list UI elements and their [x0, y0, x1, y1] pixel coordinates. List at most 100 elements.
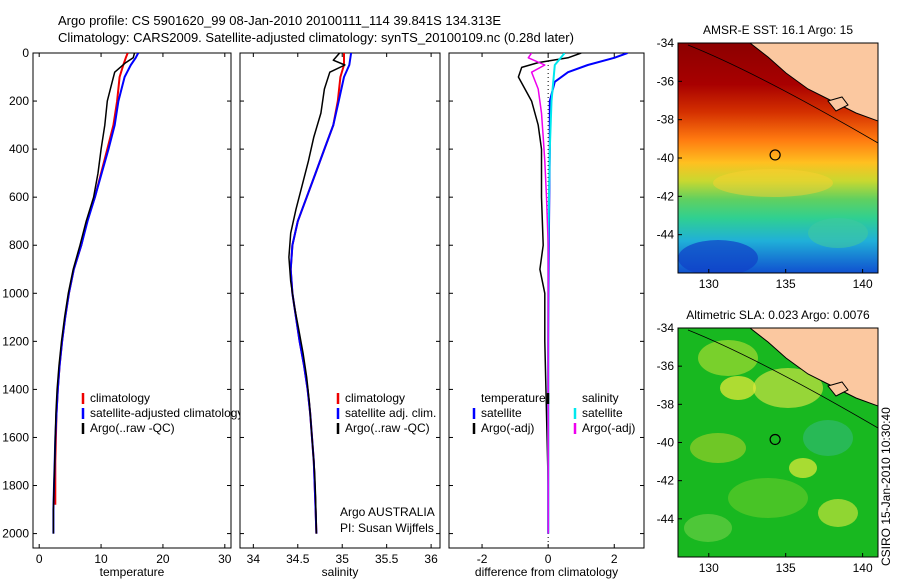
y-tick-label: -38: [657, 397, 675, 411]
x-tick-label: 35.5: [375, 552, 399, 566]
map-title: AMSR-E SST: 16.1 Argo: 15: [703, 23, 853, 37]
figure-title-line2: Climatology: CARS2009. Satellite-adjuste…: [58, 30, 574, 45]
sla-patch: [684, 514, 732, 542]
depth-contour: [687, 329, 878, 429]
x-tick-label: 0: [545, 552, 552, 566]
x-tick-label: 2: [611, 552, 618, 566]
legend-header: temperature: [481, 391, 546, 405]
sla-patch: [803, 420, 853, 456]
footer-stamp: CSIRO 15-Jan-2010 10:30:40: [879, 407, 893, 566]
y-tick-label: -38: [657, 113, 675, 127]
y-tick-label: 2000: [2, 527, 29, 541]
annotation-line: Argo AUSTRALIA: [340, 505, 435, 519]
series-group: [288, 53, 353, 534]
y-tick-label: -42: [657, 474, 675, 488]
y-tick-label: -34: [657, 321, 675, 335]
legend-label: Argo(-adj): [582, 421, 635, 435]
cool-patch: [808, 218, 868, 248]
sla-patch: [690, 433, 746, 463]
x-tick-label: 0: [36, 552, 43, 566]
map-field: [678, 328, 878, 557]
depth-contour: [687, 44, 878, 144]
sla-map: 130 135 140 -34 -36 -38 -40 -42 -44 Altimetric SL…: [657, 308, 879, 575]
x-tick-label: 135: [776, 561, 796, 575]
legend-label: satellite adj. clim.: [345, 406, 436, 420]
y-tick-label: 1400: [2, 382, 29, 396]
annotation-line: PI: Susan Wijffels: [340, 521, 434, 535]
x-axis-label: salinity: [322, 565, 359, 579]
y-tick-label: 1000: [2, 286, 29, 300]
x-tick-label: 34.5: [286, 552, 310, 566]
plot-frame: [32, 52, 232, 549]
series-line: [517, 53, 582, 534]
series-line: [52, 53, 136, 534]
y-tick-label: -42: [657, 189, 675, 203]
x-axis-label: temperature: [100, 565, 165, 579]
y-tick-label: -36: [657, 74, 675, 88]
sla-patch: [789, 458, 817, 478]
x-tick-label: 30: [218, 552, 232, 566]
x-tick-label: 34: [247, 552, 261, 566]
y-tick-label: 200: [9, 94, 29, 108]
x-tick-label: 10: [94, 552, 108, 566]
legend-label: satellite-adjusted climatology: [90, 406, 243, 420]
y-tick-label: 400: [9, 142, 29, 156]
x-tick-label: 20: [156, 552, 170, 566]
legend-label: satellite: [582, 406, 623, 420]
island: [827, 96, 849, 112]
land-mass: [749, 328, 878, 407]
legend-header: salinity: [582, 391, 619, 405]
legend-label: Argo(..raw -QC): [345, 421, 430, 435]
legend-label: climatology: [90, 391, 150, 405]
y-tick-label: -44: [657, 228, 675, 242]
profile-panel-1: 0 10 20 30 0 200 400 600 800 1000 1200 1400 1600 1800…: [2, 46, 243, 579]
y-tick-label: -40: [657, 151, 675, 165]
profile-panel-2: 34 34.5 35 35.5 36 salinity climatologysatelli…: [239, 52, 441, 579]
argo-position-marker: [769, 433, 781, 446]
y-tick-label: -44: [657, 512, 675, 526]
x-tick-label: 130: [699, 277, 719, 291]
series-line: [527, 53, 549, 534]
series-line: [288, 53, 346, 534]
y-tick-label: 0: [22, 46, 29, 60]
x-tick-label: 140: [853, 277, 873, 291]
x-tick-label: 35: [336, 552, 350, 566]
y-tick-label: -36: [657, 359, 675, 373]
sla-patch: [818, 499, 858, 527]
y-tick-label: 1600: [2, 430, 29, 444]
y-tick-label: 800: [9, 238, 29, 252]
legend-label: satellite: [481, 406, 522, 420]
cold-patch: [678, 240, 758, 273]
argo-position-marker: [769, 149, 781, 161]
sla-patch: [720, 376, 756, 400]
y-tick-label: 600: [9, 190, 29, 204]
y-tick-label: 1200: [2, 334, 29, 348]
plot-frame: [239, 52, 441, 549]
plot-frame: [448, 52, 645, 549]
y-tick-label: 1800: [2, 479, 29, 493]
sla-patch: [753, 368, 823, 408]
legend-label: climatology: [345, 391, 405, 405]
x-tick-label: 36: [424, 552, 438, 566]
x-tick-label: 140: [853, 561, 873, 575]
x-tick-label: 135: [776, 277, 796, 291]
sla-patch: [728, 478, 808, 518]
series-group: [517, 53, 628, 534]
y-tick-label: -34: [657, 36, 675, 50]
series-group: [52, 53, 140, 534]
warm-patch: [713, 169, 833, 197]
island: [827, 381, 849, 397]
figure-title-line1: Argo profile: CS 5901620_99 08-Jan-2010 …: [58, 13, 502, 28]
map-title: Altimetric SLA: 0.023 Argo: 0.0076: [686, 308, 870, 322]
sla-patch: [698, 340, 758, 376]
map-field: [678, 43, 878, 273]
sst-map: 130 135 140 -34 -36 -38 -40 -42 -44 AMSR-E SST: 1…: [657, 23, 879, 291]
legend-label: Argo(..raw -QC): [90, 421, 175, 435]
x-tick-label: -2: [477, 552, 488, 566]
x-tick-label: 130: [699, 561, 719, 575]
legend-label: Argo(-adj): [481, 421, 534, 435]
x-axis-label: difference from climatology: [475, 565, 618, 579]
